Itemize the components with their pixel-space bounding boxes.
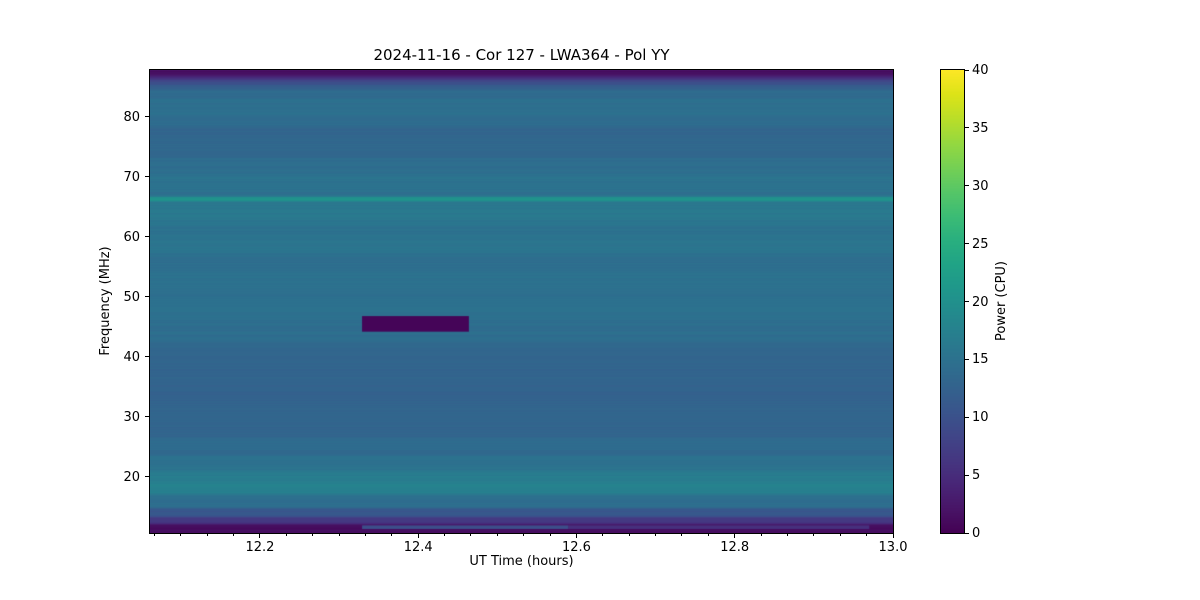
colorbar-tick [965, 243, 969, 245]
x-major-tick [734, 534, 736, 538]
x-minor-tick [233, 534, 235, 536]
x-tick-label: 12.2 [245, 540, 275, 555]
plot-title: 2024-11-16 - Cor 127 - LWA364 - Pol YY [373, 46, 670, 64]
x-minor-tick [180, 534, 182, 536]
x-minor-tick [496, 534, 498, 536]
y-tick-label: 80 [123, 109, 140, 125]
y-major-tick [145, 296, 149, 298]
y-major-tick [145, 236, 149, 238]
spectrogram-canvas [150, 70, 893, 533]
x-minor-tick [153, 534, 155, 536]
colorbar-tick-label: 5 [972, 468, 981, 484]
x-minor-tick [364, 534, 366, 536]
x-tick-label: 12.4 [403, 540, 433, 555]
x-minor-tick [312, 534, 314, 536]
y-tick-label: 50 [123, 289, 140, 305]
colorbar-tick [965, 69, 969, 71]
x-minor-tick [391, 534, 393, 536]
y-major-tick [145, 356, 149, 358]
y-tick-label: 70 [123, 169, 140, 185]
x-minor-tick [681, 534, 683, 536]
y-major-tick [145, 176, 149, 178]
x-minor-tick [549, 534, 551, 536]
colorbar-tick-label: 35 [972, 120, 989, 136]
x-tick-label: 12.8 [720, 540, 750, 555]
x-minor-tick [206, 534, 208, 536]
x-minor-tick [470, 534, 472, 536]
colorbar-canvas [941, 70, 964, 533]
x-minor-tick [760, 534, 762, 536]
x-major-tick [892, 534, 894, 538]
y-tick-label: 30 [123, 409, 140, 425]
y-major-tick [145, 116, 149, 118]
colorbar-tick [965, 474, 969, 476]
x-axis-label: UT Time (hours) [469, 554, 574, 569]
x-minor-tick [444, 534, 446, 536]
x-minor-tick [602, 534, 604, 536]
y-major-tick [145, 476, 149, 478]
x-minor-tick [655, 534, 657, 536]
y-major-tick [145, 416, 149, 418]
x-minor-tick [839, 534, 841, 536]
colorbar-tick [965, 185, 969, 187]
y-tick-label: 40 [123, 349, 140, 365]
x-minor-tick [628, 534, 630, 536]
colorbar-tick [965, 416, 969, 418]
x-minor-tick [866, 534, 868, 536]
x-tick-label: 13.0 [878, 540, 908, 555]
colorbar-tick [965, 358, 969, 360]
x-major-tick [259, 534, 261, 538]
x-minor-tick [285, 534, 287, 536]
colorbar-tick-label: 0 [972, 526, 981, 541]
colorbar-tick [965, 301, 969, 302]
colorbar-tick-label: 25 [972, 236, 989, 252]
colorbar-tick-label: 20 [972, 294, 989, 310]
x-major-tick [575, 534, 577, 538]
x-minor-tick [786, 534, 788, 536]
x-minor-tick [813, 534, 815, 536]
colorbar-tick [965, 127, 969, 129]
colorbar-tick [965, 532, 969, 534]
x-minor-tick [523, 534, 525, 536]
heatmap-plot-area [149, 69, 894, 534]
colorbar-tick-label: 15 [972, 352, 989, 368]
x-major-tick [417, 534, 419, 538]
colorbar-tick-label: 30 [972, 178, 989, 194]
colorbar [940, 69, 965, 534]
colorbar-tick-label: 10 [972, 410, 989, 426]
x-minor-tick [707, 534, 709, 536]
colorbar-label: Power (CPU) [994, 260, 1009, 342]
y-tick-label: 20 [123, 469, 140, 485]
colorbar-tick-label: 40 [972, 63, 989, 78]
x-minor-tick [338, 534, 340, 536]
x-tick-label: 12.6 [562, 540, 591, 555]
y-tick-label: 60 [123, 229, 140, 245]
